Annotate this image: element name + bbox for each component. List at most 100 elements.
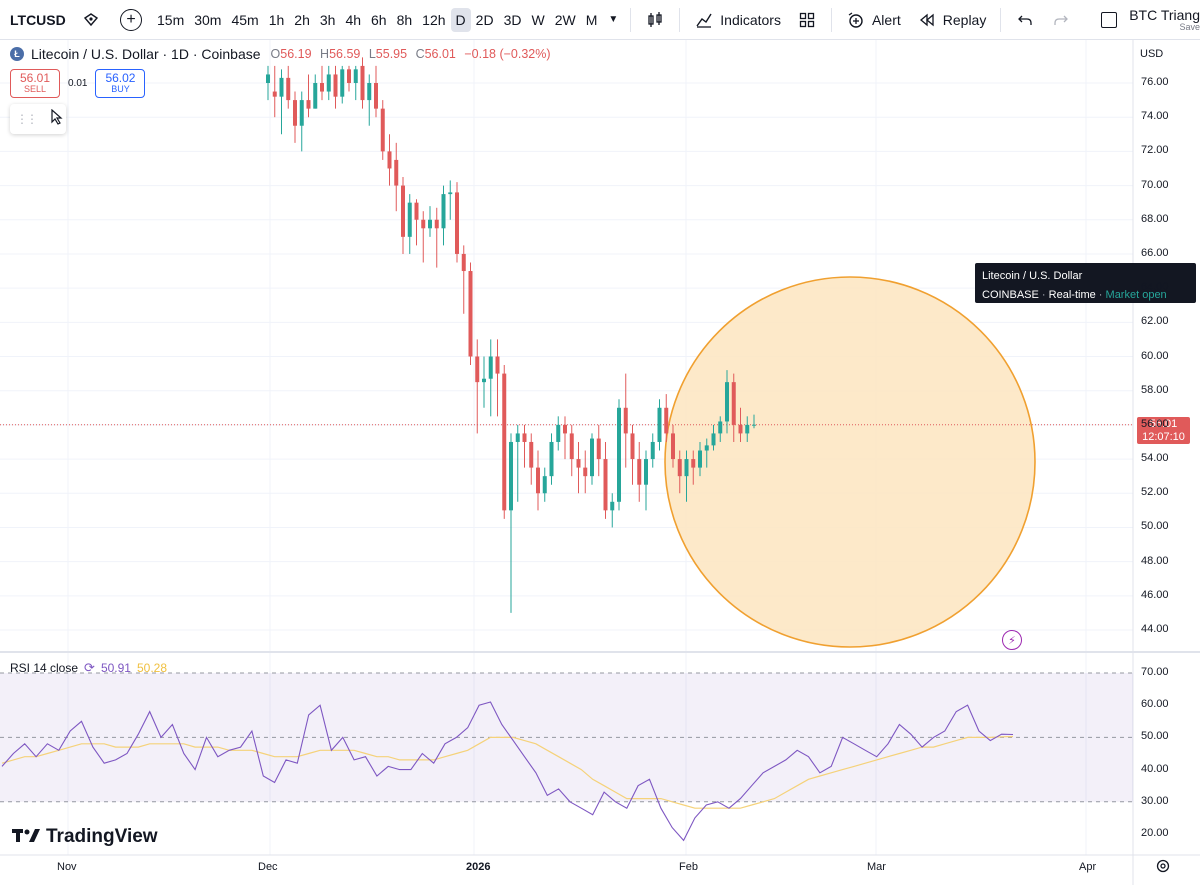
settings-gear-icon[interactable]: [1156, 859, 1170, 876]
candle-body: [313, 83, 318, 109]
chart-type-button[interactable]: [637, 0, 673, 40]
price-tick-label: 56.00: [1141, 417, 1169, 430]
interval-d[interactable]: D: [450, 7, 471, 32]
candle-body: [421, 219, 426, 229]
interval-8h[interactable]: 8h: [396, 11, 413, 28]
price-tick-label: 58.00: [1141, 383, 1169, 396]
price-tick-label: 46.00: [1141, 588, 1169, 601]
interval-3d[interactable]: 3D: [503, 11, 522, 28]
price-tick-label: 74.00: [1141, 110, 1169, 123]
candle-body: [326, 74, 331, 92]
interval-w[interactable]: W: [531, 11, 545, 28]
interval-2d[interactable]: 2D: [475, 11, 494, 28]
interval-chevron-down-icon[interactable]: ▼: [608, 14, 619, 25]
symbol-search[interactable]: LTCUSD: [0, 0, 108, 40]
interval-4h[interactable]: 4h: [345, 11, 362, 28]
symbol-name[interactable]: LTCUSD: [10, 11, 66, 28]
price-tick-label: 72.00: [1141, 144, 1169, 157]
tooltip-title: Litecoin / U.S. Dollar: [982, 270, 1083, 282]
interval-30m[interactable]: 30m: [194, 11, 222, 28]
candle-body: [401, 185, 405, 237]
interval-2h[interactable]: 2h: [294, 11, 310, 28]
time-tick-label: Dec: [258, 861, 278, 873]
replay-button[interactable]: Replay: [909, 0, 995, 40]
litecoin-logo-icon: Ł: [10, 47, 24, 61]
last-price-tag: 56.01 12:07:10: [1137, 417, 1190, 444]
candle-body: [536, 467, 540, 494]
candle-body: [617, 407, 621, 502]
candle-body: [603, 459, 608, 511]
sell-button[interactable]: 56.01 SELL: [10, 69, 60, 98]
price-tick-label: 60.00: [1141, 349, 1169, 362]
interval-m[interactable]: M: [585, 11, 598, 28]
interval-3h[interactable]: 3h: [319, 11, 336, 28]
layout-title: BTC Triang: [1129, 6, 1200, 23]
candle-body: [394, 159, 399, 186]
refresh-icon[interactable]: ⟳: [84, 660, 95, 675]
candle-body: [752, 424, 756, 426]
redo-icon: [1051, 10, 1071, 30]
candle-body: [266, 74, 270, 83]
candle-body: [691, 459, 696, 468]
low-label: L: [368, 47, 376, 61]
lightning-icon[interactable]: ⚡: [1002, 630, 1022, 650]
price-tick-label: 54.00: [1141, 452, 1169, 465]
open-label: O: [270, 47, 281, 61]
alert-button[interactable]: Alert: [838, 0, 909, 40]
last-price: 56.01: [1149, 418, 1178, 430]
compare-icon[interactable]: [82, 11, 100, 29]
redo-button[interactable]: [1043, 0, 1079, 40]
layout-name-box[interactable]: BTC Triang Save: [1101, 0, 1200, 40]
buy-button[interactable]: 56.02 BUY: [95, 69, 146, 98]
candle-body: [340, 69, 345, 97]
currency-label[interactable]: USD: [1140, 48, 1164, 60]
candle-body: [650, 441, 655, 460]
candle-body: [320, 83, 324, 92]
candle-body: [704, 445, 709, 451]
candle-body: [286, 77, 291, 101]
candle-body: [610, 501, 615, 511]
rsi-tick-label: 70.00: [1141, 666, 1169, 678]
high-label: H: [320, 47, 330, 61]
tradingview-logo[interactable]: TradingView: [12, 826, 158, 848]
cursor-tool-widget[interactable]: ⋮⋮: [10, 104, 66, 134]
price-tick-label: 70.00: [1141, 178, 1169, 191]
candle-body: [306, 100, 311, 109]
add-symbol-plus-icon[interactable]: +: [120, 8, 142, 31]
rsi-tick-label: 40.00: [1141, 762, 1169, 775]
high-value: 56.59: [329, 47, 361, 61]
save-label[interactable]: Save: [1179, 21, 1200, 32]
candle-body: [644, 459, 648, 485]
candle-body: [576, 459, 581, 468]
drag-handle-icon[interactable]: ⋮⋮: [16, 112, 38, 126]
interval-1h[interactable]: 1h: [268, 11, 285, 28]
interval-45m[interactable]: 45m: [231, 11, 259, 28]
candle-body: [522, 433, 527, 442]
interval-2w[interactable]: 2W: [554, 11, 576, 28]
candle-body: [623, 407, 628, 434]
price-tick-label: 44.00: [1141, 623, 1169, 635]
undo-button[interactable]: [1007, 0, 1043, 40]
cursor-arrow-icon[interactable]: [50, 108, 64, 130]
rsi-tick-label: 30.00: [1141, 794, 1169, 807]
indicators-button[interactable]: Indicators: [686, 0, 789, 40]
layouts-button[interactable]: [789, 0, 825, 40]
interval-15m[interactable]: 15m: [157, 11, 185, 28]
candle-body: [272, 91, 277, 97]
undo-icon: [1015, 10, 1035, 30]
toolbar-divider: [1000, 7, 1002, 32]
candle-body: [556, 424, 561, 442]
rewind-icon: [917, 10, 937, 30]
candle-body: [475, 356, 480, 383]
interval-12h[interactable]: 12h: [422, 11, 446, 28]
symbol-title[interactable]: Litecoin / U.S. Dollar · 1D · Coinbase: [31, 46, 261, 62]
layout-name[interactable]: BTC Triang Save: [1129, 8, 1200, 32]
interval-6h[interactable]: 6h: [371, 11, 387, 28]
layout-square-icon[interactable]: [1101, 12, 1118, 28]
candle-body: [515, 433, 520, 442]
candle-body: [731, 382, 736, 425]
buy-label: BUY: [111, 84, 130, 95]
rsi-label[interactable]: RSI 14 close: [10, 661, 79, 675]
candle-body: [563, 424, 567, 434]
